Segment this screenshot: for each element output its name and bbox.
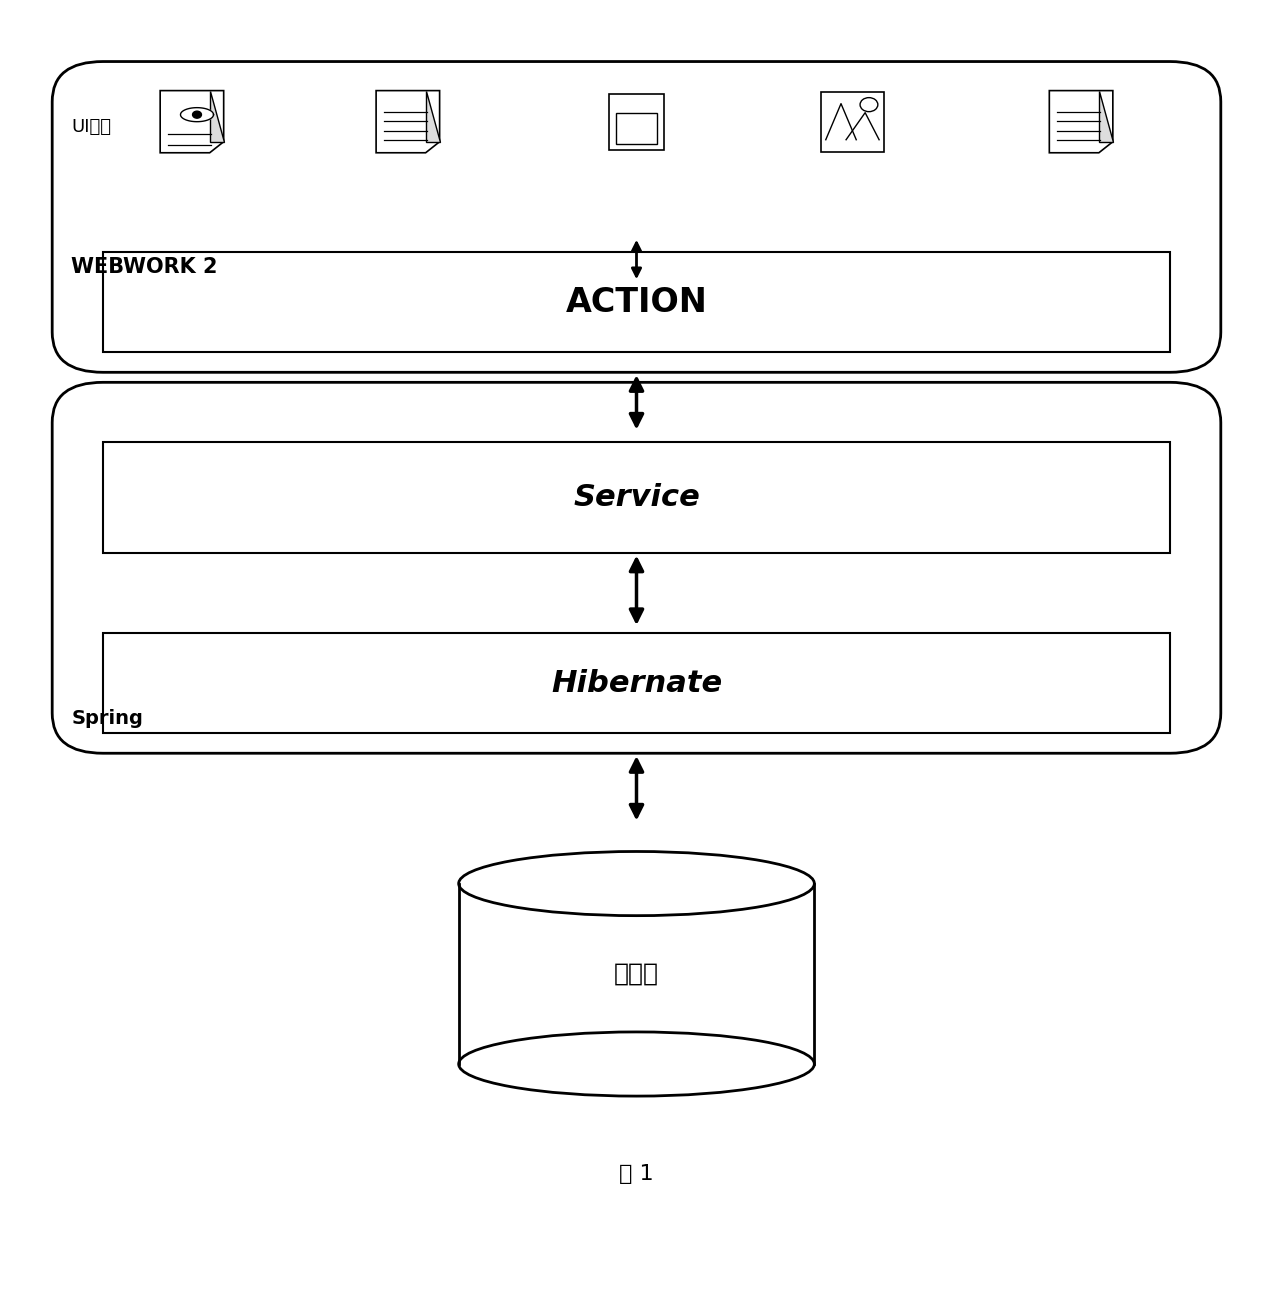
Text: Spring: Spring (71, 709, 143, 727)
Polygon shape (181, 107, 214, 121)
Bar (103, 252, 1170, 353)
Polygon shape (210, 90, 224, 142)
FancyBboxPatch shape (52, 383, 1221, 754)
Polygon shape (160, 90, 224, 153)
Polygon shape (1049, 90, 1113, 153)
Text: ACTION: ACTION (565, 286, 708, 319)
FancyBboxPatch shape (52, 61, 1221, 372)
Text: 数据库: 数据库 (614, 961, 659, 986)
Bar (103, 633, 1170, 733)
Text: UI显示: UI显示 (71, 118, 111, 136)
Bar (821, 91, 885, 151)
Text: 图 1: 图 1 (619, 1164, 654, 1185)
Circle shape (192, 111, 201, 118)
Text: WEBWORK 2: WEBWORK 2 (71, 257, 218, 277)
Polygon shape (1099, 90, 1113, 142)
Bar (458, 884, 815, 1064)
Text: Hibernate: Hibernate (551, 669, 722, 697)
Bar (608, 94, 665, 150)
Ellipse shape (458, 852, 815, 916)
Text: Service: Service (573, 483, 700, 512)
Polygon shape (376, 90, 439, 153)
Circle shape (861, 98, 878, 111)
Polygon shape (425, 90, 439, 142)
Bar (103, 443, 1170, 552)
Bar (616, 112, 657, 144)
Ellipse shape (458, 1032, 815, 1096)
